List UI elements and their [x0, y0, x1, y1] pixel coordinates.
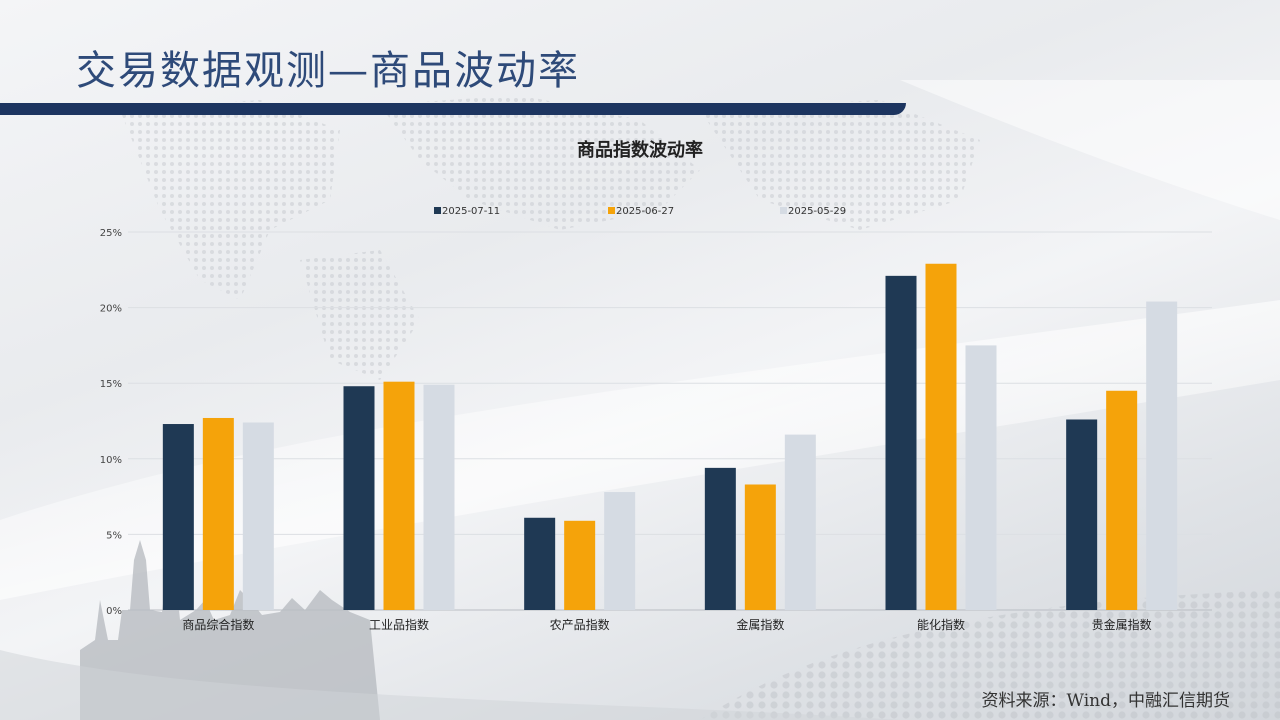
legend-label: 2025-06-27	[616, 206, 674, 217]
y-tick-label: 10%	[100, 455, 122, 466]
bar-3	[1146, 301, 1178, 610]
source-note: 资料来源：Wind，中融汇信期货	[981, 691, 1230, 711]
bar-2	[1106, 390, 1138, 610]
bar-3	[242, 422, 274, 610]
bar-3	[965, 345, 997, 610]
bar-1	[343, 386, 375, 610]
chart-title: 商品指数波动率	[577, 140, 703, 161]
bar-3	[784, 434, 816, 610]
legend-swatch	[608, 207, 615, 214]
bar-1	[524, 517, 556, 610]
x-tick-label: 工业品指数	[369, 617, 429, 632]
bar-3	[604, 492, 636, 610]
x-tick-label: 商品综合指数	[182, 617, 254, 632]
bar-3	[423, 384, 455, 610]
city-skyline	[80, 540, 380, 720]
bar-1	[885, 275, 917, 610]
bar-1	[1066, 419, 1098, 610]
y-tick-label: 20%	[100, 304, 122, 315]
y-tick-label: 0%	[106, 606, 122, 617]
legend-label: 2025-07-11	[442, 206, 500, 217]
bar-1	[162, 424, 194, 610]
bar-2	[383, 381, 415, 610]
bar-2	[925, 263, 957, 610]
slide-title: 交易数据观测—商品波动率	[76, 48, 580, 94]
x-tick-label: 贵金属指数	[1092, 617, 1152, 632]
bar-2	[564, 520, 596, 610]
y-tick-label: 25%	[100, 228, 122, 239]
x-tick-label: 能化指数	[917, 617, 965, 632]
x-tick-label: 金属指数	[736, 617, 784, 632]
y-tick-label: 5%	[106, 530, 122, 541]
legend-label: 2025-05-29	[788, 206, 846, 217]
legend-swatch	[780, 207, 787, 214]
bar-1	[704, 467, 736, 610]
y-tick-label: 15%	[100, 379, 122, 390]
x-tick-label: 农产品指数	[550, 617, 610, 632]
bar-2	[202, 417, 234, 610]
world-map-dots	[120, 95, 980, 380]
bar-2	[744, 484, 776, 610]
legend-swatch	[434, 207, 441, 214]
title-rule	[0, 103, 906, 115]
